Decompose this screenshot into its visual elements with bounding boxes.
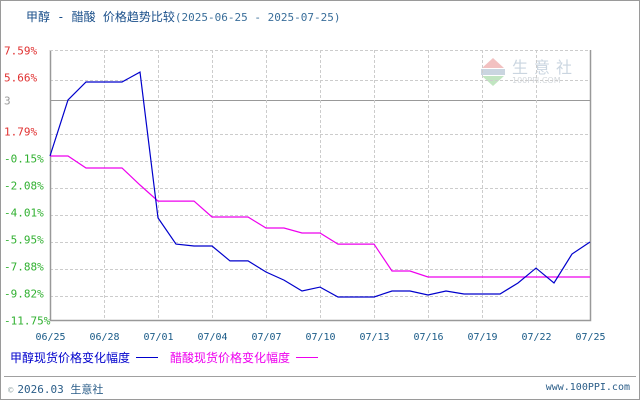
y-axis-tick-label: -9.82% [4, 288, 44, 301]
x-axis-tick-label: 07/16 [413, 332, 443, 343]
x-axis-tick-label: 07/04 [197, 332, 227, 343]
series-line [50, 155, 590, 278]
y-axis-tick-label: -2.08% [4, 180, 44, 193]
legend-item-acetic-acid: 醋酸现货价格变化幅度 [170, 349, 319, 366]
chart-title-main: 甲醇 - 醋酸 价格趋势比较 [26, 10, 175, 24]
x-axis-tick-label: 07/10 [305, 332, 335, 343]
footer-copyright-text: 2026.03 生意社 [17, 383, 104, 396]
x-axis-tick-label: 07/07 [251, 332, 281, 343]
line-chart: 7.59% 5.66% 3 1.79% -0.15% -2.08% -4.01% -5.95%… [4, 45, 606, 344]
plot-axes [49, 50, 592, 322]
y-axis-tick-label: 7.59% [4, 45, 37, 58]
footer-copyright: © 2026.03 生意社 [8, 381, 103, 397]
y-axis-tick-label: -0.15% [4, 153, 44, 166]
chart-legend: 甲醇现货价格变化幅度 醋酸现货价格变化幅度 [10, 349, 330, 366]
series-line [49, 71, 591, 298]
legend-label-acetic-acid: 醋酸现货价格变化幅度 [170, 351, 291, 365]
x-axis-tick-label: 07/25 [575, 332, 605, 343]
y-axis-tick-label: -5.95% [4, 234, 44, 247]
legend-label-methanol: 甲醇现货价格变化幅度 [10, 351, 131, 365]
footer-site-link[interactable]: www.100PPI.com [545, 382, 630, 393]
watermark-text: 生意社 [512, 58, 579, 77]
y-axis-tick-label: 3 [4, 95, 11, 108]
x-axis-tick-label: 07/22 [521, 332, 551, 343]
x-axis-tick-label: 06/25 [35, 332, 65, 343]
y-axis-tick-label: -7.88% [4, 261, 44, 274]
legend-swatch-acetic-acid [296, 357, 319, 358]
y-axis-tick-label: 5.66% [4, 72, 37, 85]
y-axis-tick-label: -4.01% [4, 207, 44, 220]
copyright-icon: © [8, 386, 14, 396]
legend-item-methanol: 甲醇现货价格变化幅度 [10, 349, 159, 366]
footer-divider [4, 376, 636, 377]
chart-date-range: (2025-06-25 - 2025-07-25) [174, 11, 341, 24]
y-axis-tick-label: 1.79% [4, 126, 37, 139]
x-axis-tick-label: 07/13 [359, 332, 389, 343]
x-axis-tick-label: 06/28 [89, 332, 119, 343]
y-axis-tick-label: -11.75% [4, 315, 51, 328]
chart-title: 甲醇 - 醋酸 价格趋势比较(2025-06-25 - 2025-07-25) [26, 8, 340, 25]
x-axis-tick-label: 07/01 [143, 332, 173, 343]
x-axis-tick-label: 07/19 [467, 332, 497, 343]
legend-swatch-methanol [136, 357, 159, 358]
